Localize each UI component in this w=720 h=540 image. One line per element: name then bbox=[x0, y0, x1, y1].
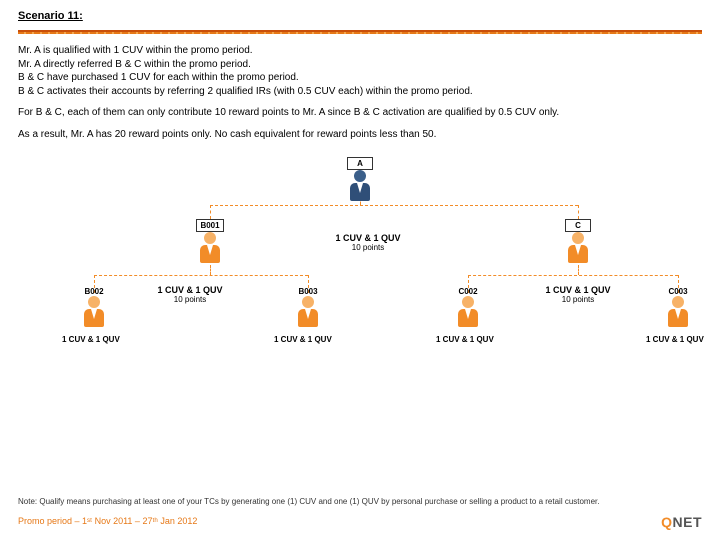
c-sub: 1 CUV & 1 QUV 10 points bbox=[528, 285, 628, 304]
node-b001: B001 bbox=[188, 219, 232, 264]
paragraph-3: As a result, Mr. A has 20 reward points … bbox=[18, 128, 702, 142]
scenario-title: Scenario 11: bbox=[18, 10, 83, 22]
b-sub: 1 CUV & 1 QUV 10 points bbox=[140, 285, 240, 304]
connector bbox=[94, 275, 308, 276]
person-icon bbox=[81, 296, 107, 328]
connector bbox=[578, 205, 579, 219]
node-c: C bbox=[556, 219, 600, 264]
b-sub-l2: 10 points bbox=[140, 295, 240, 304]
promo-period: Promo period – 1ˢᵗ Nov 2011 – 27ᵗʰ Jan 2… bbox=[18, 516, 702, 526]
mid-line1: 1 CUV & 1 QUV bbox=[335, 233, 400, 243]
node-b002: B002 bbox=[72, 287, 116, 328]
node-c003: C003 bbox=[656, 287, 700, 328]
connector bbox=[578, 265, 579, 275]
person-icon bbox=[295, 296, 321, 328]
node-b003: B003 bbox=[286, 287, 330, 328]
paragraph-2: For B & C, each of them can only contrib… bbox=[18, 106, 702, 120]
person-icon bbox=[665, 296, 691, 328]
node-c002-label: C002 bbox=[446, 287, 490, 296]
person-icon bbox=[347, 170, 373, 202]
logo-net: NET bbox=[673, 514, 703, 530]
person-icon bbox=[565, 232, 591, 264]
node-b001-label: B001 bbox=[196, 219, 223, 232]
footnote: Note: Qualify means purchasing at least … bbox=[18, 497, 702, 506]
b-sub-l1: 1 CUV & 1 QUV bbox=[157, 285, 222, 295]
divider-rule bbox=[18, 30, 702, 34]
mid-summary: 1 CUV & 1 QUV 10 points bbox=[318, 233, 418, 252]
node-c-label: C bbox=[565, 219, 591, 232]
connector bbox=[210, 265, 211, 275]
connector bbox=[210, 205, 211, 219]
mid-line2: 10 points bbox=[318, 243, 418, 252]
node-b002-label: B002 bbox=[72, 287, 116, 296]
connector bbox=[468, 275, 678, 276]
leaf-c003: 1 CUV & 1 QUV bbox=[646, 335, 704, 344]
leaf-b003: 1 CUV & 1 QUV bbox=[274, 335, 332, 344]
org-tree-diagram: A B001 C 1 CUV & 1 QUV 10 points 1 CUV &… bbox=[18, 157, 702, 387]
node-c003-label: C003 bbox=[656, 287, 700, 296]
node-c002: C002 bbox=[446, 287, 490, 328]
c-sub-l1: 1 CUV & 1 QUV bbox=[545, 285, 610, 295]
person-icon bbox=[197, 232, 223, 264]
body-text: Mr. A is qualified with 1 CUV within the… bbox=[0, 42, 720, 151]
c-sub-l2: 10 points bbox=[528, 295, 628, 304]
node-a-label: A bbox=[347, 157, 373, 170]
leaf-b002: 1 CUV & 1 QUV bbox=[62, 335, 120, 344]
connector bbox=[210, 205, 578, 206]
node-b003-label: B003 bbox=[286, 287, 330, 296]
leaf-c002: 1 CUV & 1 QUV bbox=[436, 335, 494, 344]
qnet-logo: QNET bbox=[661, 514, 702, 530]
person-icon bbox=[455, 296, 481, 328]
logo-q: Q bbox=[661, 514, 672, 530]
node-a: A bbox=[338, 157, 382, 202]
paragraph-1: Mr. A is qualified with 1 CUV within the… bbox=[18, 44, 702, 98]
